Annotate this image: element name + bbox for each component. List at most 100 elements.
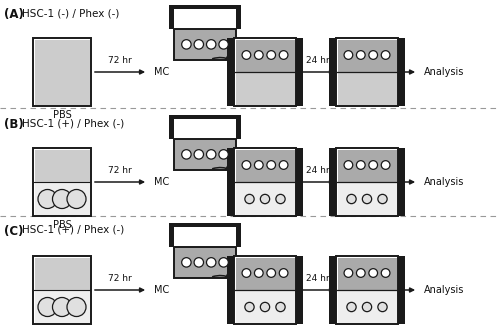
Bar — [236, 114, 241, 139]
Circle shape — [280, 269, 288, 277]
Circle shape — [280, 161, 288, 169]
Text: PBS: PBS — [52, 220, 72, 230]
Bar — [227, 256, 234, 324]
Bar — [33, 38, 91, 106]
Bar — [338, 150, 396, 182]
Circle shape — [267, 269, 276, 277]
Circle shape — [219, 150, 228, 159]
Bar — [169, 5, 174, 29]
Bar — [174, 139, 236, 170]
Bar — [398, 256, 405, 324]
Bar — [338, 72, 396, 105]
Circle shape — [362, 194, 372, 204]
Circle shape — [378, 302, 387, 312]
Circle shape — [254, 161, 263, 169]
Bar — [296, 148, 303, 216]
Text: 24 hr: 24 hr — [306, 56, 330, 65]
Circle shape — [347, 302, 356, 312]
Circle shape — [280, 51, 288, 59]
Bar — [227, 148, 234, 216]
Bar — [169, 114, 174, 139]
Text: Analysis: Analysis — [424, 285, 465, 295]
Circle shape — [38, 298, 57, 317]
Circle shape — [356, 269, 365, 277]
Bar — [236, 150, 294, 182]
Circle shape — [369, 269, 378, 277]
Circle shape — [362, 302, 372, 312]
Circle shape — [260, 302, 270, 312]
Circle shape — [254, 51, 263, 59]
Text: 72 hr: 72 hr — [108, 166, 132, 175]
Text: (A): (A) — [4, 8, 24, 21]
Text: 24 hr: 24 hr — [306, 274, 330, 283]
Bar — [329, 148, 336, 216]
Circle shape — [242, 51, 250, 59]
Circle shape — [67, 298, 86, 317]
Bar — [174, 247, 236, 277]
Circle shape — [382, 161, 390, 169]
Text: 72 hr: 72 hr — [108, 274, 132, 283]
Circle shape — [242, 269, 250, 277]
Circle shape — [52, 189, 72, 209]
Bar — [338, 182, 396, 215]
Bar — [329, 38, 336, 106]
Bar — [33, 148, 91, 216]
Circle shape — [356, 161, 365, 169]
Bar — [236, 72, 294, 105]
Bar — [236, 39, 294, 72]
Circle shape — [369, 161, 378, 169]
Bar — [174, 29, 236, 60]
Bar — [234, 256, 296, 324]
Bar — [338, 39, 396, 72]
Circle shape — [67, 189, 86, 209]
Bar — [296, 38, 303, 106]
Text: MC: MC — [154, 177, 169, 187]
Circle shape — [276, 194, 285, 204]
Text: (C): (C) — [4, 225, 24, 238]
Circle shape — [182, 150, 191, 159]
Text: 72 hr: 72 hr — [108, 56, 132, 65]
Circle shape — [254, 269, 263, 277]
Circle shape — [206, 150, 216, 159]
Circle shape — [206, 40, 216, 49]
Bar — [398, 148, 405, 216]
Circle shape — [344, 269, 352, 277]
Circle shape — [267, 51, 276, 59]
Bar — [336, 148, 398, 216]
Circle shape — [182, 40, 191, 49]
Text: HSC-1 (+) / Phex (-): HSC-1 (+) / Phex (-) — [22, 225, 124, 235]
Circle shape — [245, 302, 254, 312]
Circle shape — [206, 258, 216, 267]
Text: PBS: PBS — [52, 110, 72, 120]
Circle shape — [347, 194, 356, 204]
Circle shape — [382, 51, 390, 59]
Circle shape — [267, 161, 276, 169]
Bar — [236, 223, 241, 247]
Bar — [329, 256, 336, 324]
Circle shape — [194, 150, 203, 159]
Bar — [34, 182, 90, 215]
Bar — [398, 38, 405, 106]
Circle shape — [194, 258, 203, 267]
Bar — [296, 256, 303, 324]
Circle shape — [378, 194, 387, 204]
Bar — [336, 256, 398, 324]
Text: MC: MC — [154, 285, 169, 295]
Bar — [236, 258, 294, 290]
Bar — [169, 223, 241, 227]
Circle shape — [276, 302, 285, 312]
Text: HSC-1 (-) / Phex (-): HSC-1 (-) / Phex (-) — [22, 8, 120, 18]
Circle shape — [245, 194, 254, 204]
Bar — [338, 290, 396, 322]
Circle shape — [194, 40, 203, 49]
Bar — [234, 38, 296, 106]
Bar — [34, 290, 90, 322]
Bar — [336, 38, 398, 106]
Text: 24 hr: 24 hr — [306, 166, 330, 175]
Circle shape — [344, 161, 352, 169]
Bar — [169, 114, 241, 118]
Circle shape — [344, 51, 352, 59]
Circle shape — [52, 298, 72, 317]
Bar — [338, 258, 396, 290]
Text: MC: MC — [154, 67, 169, 77]
